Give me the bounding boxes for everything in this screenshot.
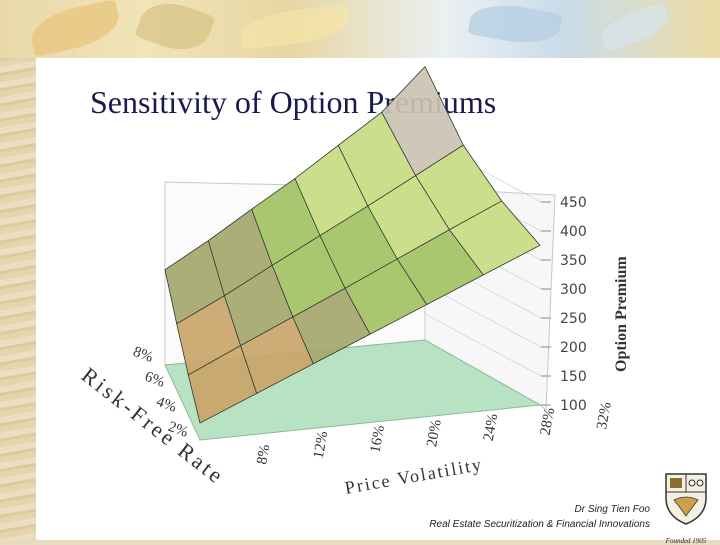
surface-vol-line	[424, 66, 541, 246]
z-tick-label: 150	[560, 369, 587, 385]
z-tick-label: 250	[560, 311, 587, 327]
x-tick-label: 24%	[481, 413, 502, 443]
z-tick-label: 200	[560, 340, 587, 356]
surface-vol-line	[251, 209, 314, 364]
x-tick-label: 28%	[538, 407, 559, 437]
wall-gridline	[424, 313, 542, 377]
z-tick-label: 450	[560, 195, 587, 211]
decorative-left-strip	[0, 0, 36, 540]
surface-vol-line	[207, 240, 258, 394]
z-tick-label: 400	[560, 224, 587, 240]
x-tick-label: 20%	[424, 418, 445, 448]
footer-author: Dr Sing Tien Foo	[574, 504, 651, 515]
university-crest-logo: Founded 1905	[660, 470, 712, 545]
surface-vol-line	[381, 112, 484, 276]
surface-vol-line	[294, 178, 371, 335]
x-tick-label: 32%	[594, 401, 615, 431]
y-tick-label: 4%	[154, 394, 178, 416]
z-tick-label: 300	[560, 282, 587, 298]
x-tick-label: 16%	[368, 424, 389, 454]
z-axis-ticks: 100 150 200 250 300 350 400 450	[541, 195, 587, 414]
z-tick-label: 100	[560, 398, 587, 414]
z-tick-label: 350	[560, 253, 587, 269]
surface-vol-line	[164, 269, 201, 424]
y-tick-label: 2%	[166, 419, 190, 441]
decorative-top-strip	[0, 0, 720, 60]
x-tick-label: 8%	[254, 443, 273, 465]
y-tick-label: 6%	[143, 369, 167, 391]
x-tick-label: 12%	[311, 430, 332, 460]
footer-course: Real Estate Securitization & Financial I…	[429, 519, 650, 530]
y-axis-ticks: 2% 4% 6% 8%	[131, 344, 190, 441]
surface-vol-line	[337, 145, 427, 305]
y-tick-label: 8%	[131, 344, 155, 366]
z-axis-label: Option Premium	[613, 256, 630, 372]
logo-caption: Founded 1905	[665, 537, 707, 545]
slide-footer: Dr Sing Tien Foo Real Estate Securitizat…	[429, 502, 650, 532]
x-axis-label: Price Volatility	[343, 454, 484, 498]
chart-surface-grid	[164, 66, 541, 424]
x-axis-ticks: 8% 12% 16% 20% 24% 28% 32%	[254, 401, 615, 466]
